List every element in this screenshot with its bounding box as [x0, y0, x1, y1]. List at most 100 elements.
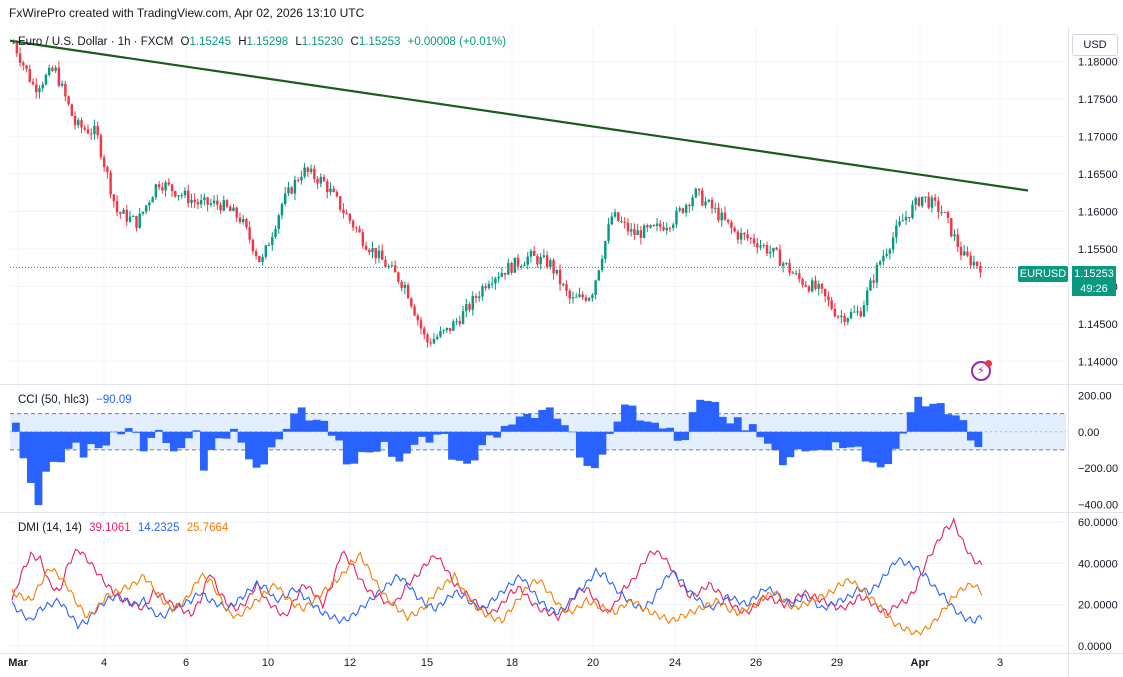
candle-body — [620, 221, 623, 223]
candle-body — [60, 83, 64, 86]
cci-bar — [944, 414, 953, 432]
candle-body — [471, 295, 474, 310]
x-tick-label: 26 — [750, 657, 762, 669]
lightning-icon[interactable]: ⚡ — [971, 360, 992, 381]
cci-bar — [147, 431, 156, 438]
cci-bar — [49, 431, 58, 462]
price-badge-countdown: 49:26 — [1072, 282, 1116, 296]
price-tick-label: 1.16000 — [1078, 206, 1118, 218]
candle-body — [387, 266, 390, 268]
candle-body — [920, 196, 924, 206]
candle-body — [791, 272, 795, 274]
cci-bar — [485, 431, 494, 436]
candle-body — [552, 260, 555, 274]
cci-bar — [132, 431, 141, 433]
candle-body — [659, 223, 662, 227]
cci-bar — [139, 431, 148, 452]
cci-bar — [42, 431, 50, 472]
candle-body — [329, 188, 332, 193]
candle-body — [600, 258, 604, 271]
candle-body — [914, 197, 917, 205]
cci-bar — [711, 401, 720, 432]
cci-bar — [184, 431, 193, 439]
candle-body — [759, 245, 762, 248]
high-value: 1.15298 — [246, 36, 289, 48]
candle-body — [765, 244, 769, 254]
cci-bar — [320, 420, 329, 432]
candle-body — [736, 231, 740, 240]
cci-bar — [425, 431, 434, 443]
candle-body — [956, 234, 959, 248]
candle-body — [232, 207, 235, 212]
cci-bar — [410, 431, 419, 445]
cci-bar — [936, 403, 945, 432]
candle-body — [885, 253, 888, 256]
candle-body — [930, 197, 934, 208]
candle-body — [672, 224, 675, 228]
cci-bar — [327, 431, 336, 436]
candle-body — [875, 264, 879, 283]
candle-body — [122, 209, 125, 214]
candle-body — [419, 320, 423, 329]
candle-body — [701, 190, 704, 206]
dmi-name[interactable]: DMI (14, 14) — [18, 522, 82, 534]
candle-body — [338, 196, 342, 210]
candle-body — [413, 306, 416, 316]
candle-body — [830, 300, 833, 309]
cci-bar — [19, 431, 28, 459]
candle-body — [836, 316, 840, 318]
x-tick-label: 12 — [344, 657, 356, 669]
candle-body — [161, 187, 164, 191]
cci-bar — [169, 431, 178, 452]
candle-body — [697, 188, 701, 191]
candle-body — [849, 312, 853, 319]
cci-tick-label: −200.00 — [1078, 463, 1118, 475]
cci-bar — [876, 431, 885, 468]
price-badge-symbol: EURUSD — [1018, 266, 1068, 282]
cci-tick-label: 0.00 — [1078, 427, 1099, 439]
cci-bar — [861, 431, 870, 462]
candle-body — [332, 188, 335, 192]
candle-body — [917, 197, 921, 206]
candle-body — [853, 311, 856, 313]
cci-bar — [463, 431, 471, 464]
cci-bar — [666, 427, 675, 432]
candle-body — [772, 247, 775, 252]
candle-body — [106, 167, 109, 173]
candle-body — [342, 209, 345, 213]
price-badge-price: 1.15253 — [1072, 266, 1116, 282]
cci-bar — [94, 431, 103, 449]
candle-body — [432, 338, 436, 344]
candle-body — [371, 247, 374, 253]
candle-body — [675, 210, 678, 225]
cci-bar — [102, 431, 111, 446]
cci-bar — [64, 431, 73, 449]
symbol-label[interactable]: Euro / U.S. Dollar · 1h · FXCM — [18, 36, 174, 48]
candle-body — [743, 233, 746, 235]
candle-body — [979, 265, 982, 273]
candle-body — [820, 283, 824, 289]
cci-bar — [606, 431, 614, 434]
candle-body — [410, 298, 413, 307]
x-tick-label: 4 — [101, 657, 107, 669]
candle-body — [319, 176, 322, 184]
candle-body — [636, 230, 639, 236]
low-value: 1.15230 — [301, 36, 344, 48]
candle-body — [775, 247, 778, 250]
cci-name[interactable]: CCI (50, hlc3) — [18, 394, 89, 406]
candle-body — [429, 342, 432, 344]
candle-body — [90, 133, 93, 135]
candle-body — [364, 245, 368, 250]
cci-tick-label: −400.00 — [1078, 499, 1118, 511]
candle-body — [814, 280, 817, 289]
cci-bar — [545, 407, 554, 432]
candle-body — [368, 249, 371, 253]
candle-body — [15, 43, 19, 54]
candle-body — [668, 227, 672, 229]
currency-button[interactable]: USD — [1072, 34, 1118, 56]
candle-body — [739, 233, 743, 240]
candle-body — [681, 208, 685, 213]
candle-body — [309, 168, 313, 173]
candle-body — [581, 294, 584, 298]
